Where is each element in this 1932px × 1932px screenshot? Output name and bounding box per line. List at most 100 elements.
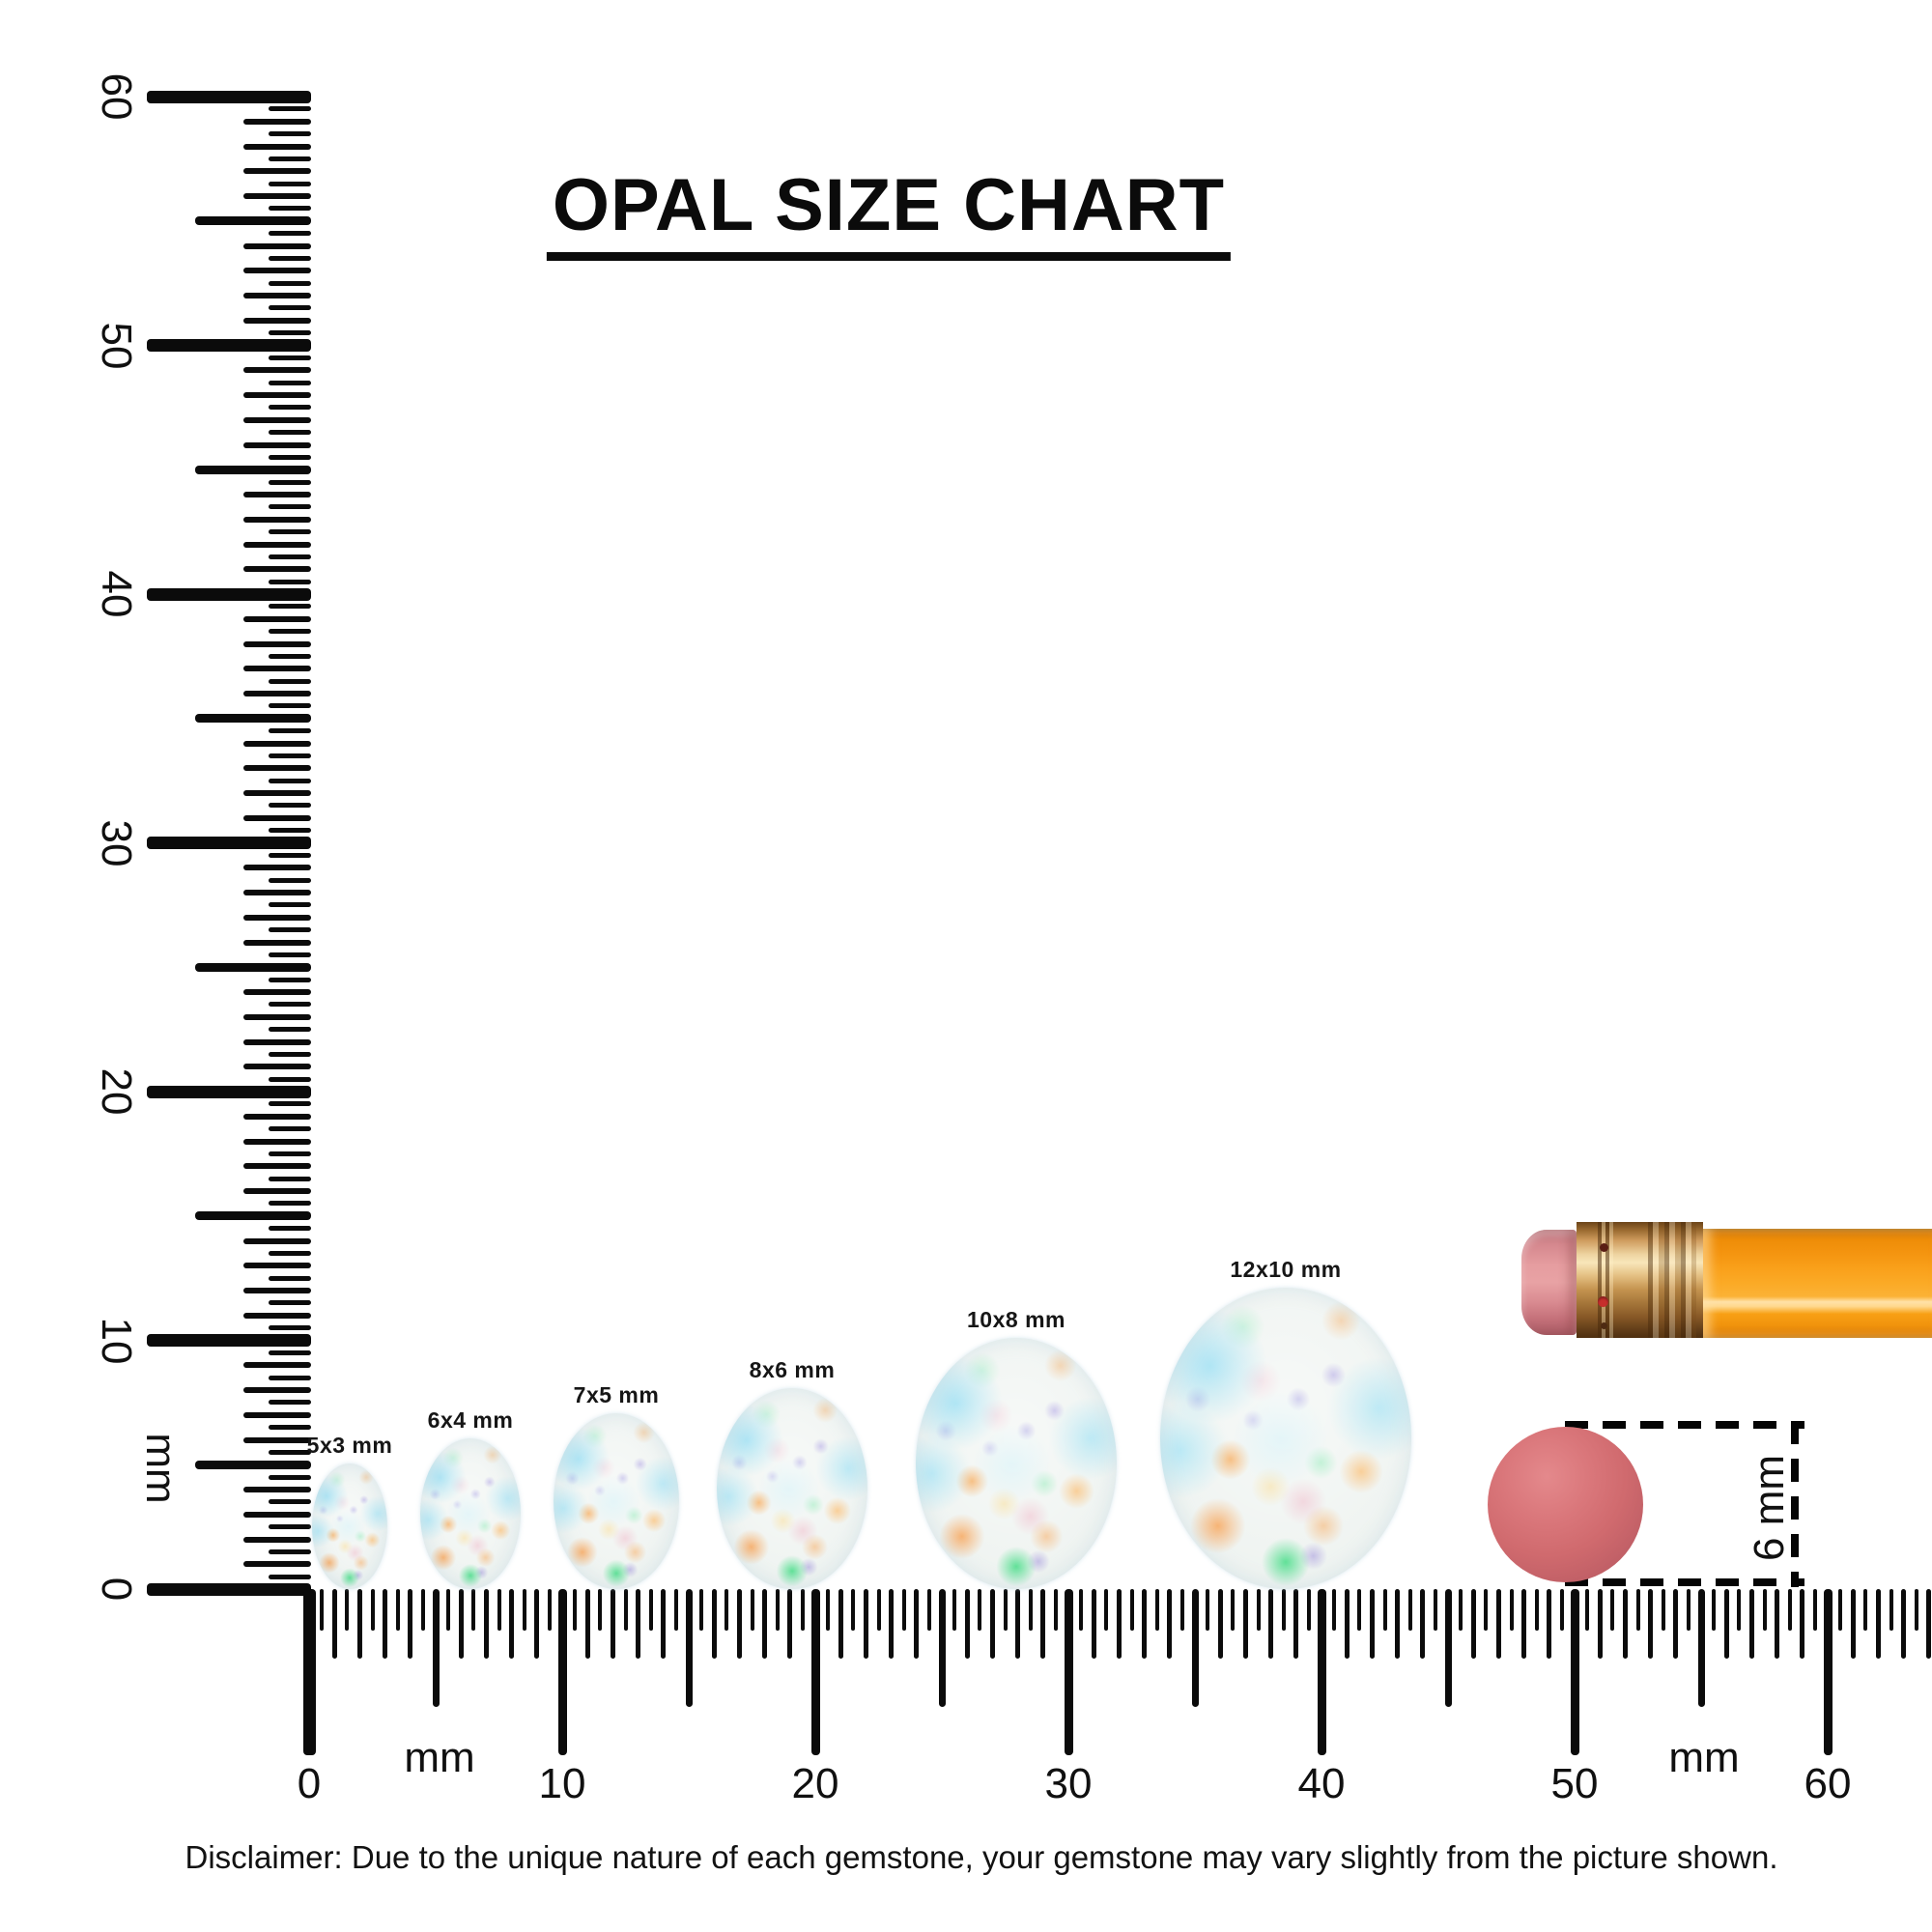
vertical-ruler-tick [269,479,311,485]
vertical-ruler-number: 10 [93,1317,140,1364]
vertical-ruler-tick [269,1226,311,1232]
opal-gem [717,1388,867,1589]
ferrule-crimp-ring [1598,1222,1613,1338]
horizontal-ruler-tick [800,1589,805,1631]
vertical-ruler-tick [243,118,311,125]
horizontal-ruler-tick [1748,1589,1754,1659]
horizontal-ruler-tick [826,1589,831,1631]
vertical-ruler-tick [147,1334,311,1347]
horizontal-ruler-tick [1382,1589,1387,1631]
horizontal-ruler-tick [1369,1589,1375,1659]
horizontal-ruler-tick [1838,1589,1843,1631]
vertical-ruler-tick [243,640,311,647]
vertical-ruler-tick [147,587,311,601]
horizontal-ruler-tick [1926,1589,1932,1659]
opal-gem [1160,1288,1411,1589]
vertical-ruler-tick [269,504,311,510]
horizontal-ruler-tick [1901,1589,1907,1659]
vertical-ruler-tick [243,392,311,398]
vertical-ruler-tick [243,939,311,946]
vertical-ruler-tick [269,231,311,237]
horizontal-ruler-tick [889,1589,895,1659]
horizontal-ruler-tick [471,1589,476,1631]
vertical-ruler-tick [269,803,311,809]
opal-gem [554,1413,679,1589]
horizontal-ruler-tick [1217,1589,1223,1659]
vertical-ruler-tick [243,143,311,150]
horizontal-ruler-tick [1040,1589,1046,1659]
opal-gem [420,1438,521,1589]
vertical-ruler-tick [269,1449,311,1455]
horizontal-ruler-tick [1823,1589,1833,1755]
vertical-ruler-tick [269,1051,311,1057]
horizontal-ruler-tick [1028,1589,1033,1631]
vertical-ruler-tick [269,1201,311,1207]
vertical-ruler-number: 30 [93,819,140,867]
horizontal-ruler-number: 0 [297,1760,322,1807]
reference-dashed-line-right [1791,1421,1799,1587]
horizontal-ruler-tick [1293,1589,1299,1659]
horizontal-ruler-tick [1509,1589,1514,1631]
ferrule-rivet-dot [1601,1322,1607,1329]
vertical-ruler-tick [195,216,311,226]
opal-size-label: 12x10 mm [1230,1257,1342,1282]
horizontal-ruler-tick [1775,1589,1780,1659]
horizontal-ruler-tick [1281,1589,1286,1631]
vertical-ruler-tick [269,1126,311,1132]
vertical-ruler-tick [269,852,311,858]
horizontal-ruler-tick [1142,1589,1148,1659]
horizontal-ruler-tick [1610,1589,1615,1631]
horizontal-ruler-tick [1534,1589,1539,1631]
opal-size-label: 8x6 mm [749,1357,836,1382]
vertical-ruler-tick [243,1013,311,1020]
vertical-ruler-tick [269,106,311,112]
horizontal-ruler-tick [901,1589,906,1631]
horizontal-ruler-tick [1495,1589,1501,1659]
horizontal-ruler-tick [573,1589,578,1631]
horizontal-ruler-tick [775,1589,780,1631]
horizontal-ruler-tick [978,1589,982,1631]
vertical-ruler-tick [269,1499,311,1505]
vertical-ruler-tick [269,579,311,584]
vertical-ruler-tick [243,615,311,622]
horizontal-ruler-tick [1129,1589,1134,1631]
vertical-ruler-tick [269,1027,311,1033]
horizontal-ruler-unit: mm [404,1734,475,1781]
horizontal-ruler-tick [383,1589,388,1659]
ferrule-rivet-dot [1598,1296,1608,1307]
pencil-eraser [1521,1230,1577,1335]
vertical-ruler-tick [243,193,311,199]
vertical-ruler-tick [243,914,311,921]
horizontal-ruler-tick [1344,1589,1350,1659]
horizontal-ruler-tick [395,1589,400,1631]
vertical-ruler-tick [269,877,311,883]
vertical-ruler-tick [243,1561,311,1568]
vertical-ruler-tick [269,678,311,684]
horizontal-ruler-tick [557,1589,567,1755]
vertical-ruler-tick [269,1300,311,1306]
horizontal-ruler-tick [1116,1589,1122,1659]
vertical-ruler-tick [243,1487,311,1492]
horizontal-ruler-tick [926,1589,931,1631]
horizontal-ruler-number: 20 [791,1760,839,1807]
horizontal-ruler-tick [787,1589,793,1659]
vertical-ruler-tick [147,90,311,103]
vertical-ruler-tick [269,1574,311,1579]
vertical-ruler-tick [243,268,311,274]
horizontal-ruler-tick [1191,1589,1199,1707]
vertical-ruler-tick [195,1211,311,1221]
vertical-ruler-tick [147,1085,311,1098]
pencil-ferrule [1577,1222,1703,1338]
horizontal-ruler-tick [685,1589,693,1707]
vertical-ruler-tick [195,465,311,474]
vertical-ruler-tick [269,156,311,161]
horizontal-ruler-tick [1206,1589,1210,1631]
disclaimer-text: Disclaimer: Due to the unique nature of … [185,1839,1778,1875]
horizontal-ruler-tick [1850,1589,1856,1659]
horizontal-ruler-tick [1597,1589,1603,1659]
horizontal-ruler-tick [1787,1589,1792,1631]
horizontal-ruler-tick [497,1589,501,1631]
horizontal-ruler-tick [1306,1589,1311,1631]
horizontal-ruler-tick [1433,1589,1437,1631]
opal-size-label: 6x4 mm [427,1407,514,1433]
